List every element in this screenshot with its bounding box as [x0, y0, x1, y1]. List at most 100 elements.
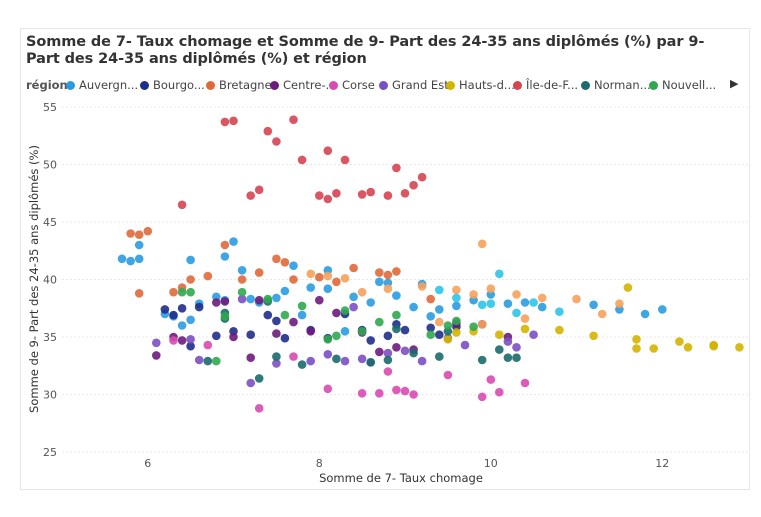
scatter-point[interactable] [272, 137, 281, 146]
scatter-point[interactable] [229, 116, 238, 126]
scatter-point[interactable] [383, 284, 393, 294]
scatter-point[interactable] [254, 404, 264, 413]
scatter-point[interactable] [640, 309, 650, 319]
scatter-point[interactable] [469, 322, 478, 332]
scatter-point[interactable] [400, 189, 410, 198]
scatter-point[interactable] [203, 356, 213, 366]
scatter-point[interactable] [495, 269, 504, 279]
scatter-point[interactable] [272, 359, 281, 368]
scatter-point[interactable] [263, 126, 273, 136]
scatter-point[interactable] [306, 283, 316, 292]
scatter-point[interactable] [520, 378, 530, 388]
scatter-point[interactable] [315, 272, 324, 282]
scatter-point[interactable] [477, 300, 487, 310]
scatter-point[interactable] [126, 229, 135, 238]
scatter-point[interactable] [143, 226, 153, 236]
scatter-point[interactable] [495, 330, 504, 340]
scatter-point[interactable] [306, 327, 316, 336]
scatter-point[interactable] [366, 187, 376, 197]
scatter-point[interactable] [375, 317, 384, 327]
scatter-point[interactable] [254, 268, 264, 277]
scatter-point[interactable] [589, 300, 598, 310]
scatter-point[interactable] [315, 191, 324, 200]
scatter-point[interactable] [280, 286, 290, 296]
scatter-point[interactable] [357, 354, 367, 364]
legend-item-centre[interactable]: Centre-... [270, 78, 337, 92]
scatter-point[interactable] [220, 240, 230, 250]
scatter-point[interactable] [280, 310, 290, 320]
scatter-point[interactable] [520, 314, 530, 323]
scatter-point[interactable] [289, 261, 298, 271]
scatter-point[interactable] [280, 333, 290, 343]
scatter-point[interactable] [332, 277, 341, 287]
scatter-point[interactable] [297, 360, 307, 369]
scatter-point[interactable] [152, 351, 161, 360]
scatter-point[interactable] [520, 298, 530, 307]
scatter-point[interactable] [409, 180, 418, 190]
scatter-point[interactable] [177, 200, 187, 210]
scatter-point[interactable] [177, 287, 187, 297]
scatter-point[interactable] [512, 353, 521, 363]
scatter-point[interactable] [589, 331, 598, 341]
scatter-point[interactable] [735, 343, 744, 352]
scatter-point[interactable] [529, 298, 538, 307]
scatter-point[interactable] [366, 298, 376, 307]
scatter-point[interactable] [375, 389, 384, 398]
scatter-point[interactable] [272, 352, 281, 361]
scatter-point[interactable] [435, 285, 444, 295]
scatter-point[interactable] [323, 384, 333, 394]
scatter-point[interactable] [254, 295, 264, 305]
scatter-point[interactable] [520, 324, 530, 334]
scatter-point[interactable] [169, 287, 178, 297]
scatter-point[interactable] [272, 329, 281, 338]
scatter-point[interactable] [366, 358, 376, 367]
scatter-point[interactable] [486, 284, 496, 294]
scatter-point[interactable] [169, 310, 178, 320]
scatter-point[interactable] [237, 275, 247, 284]
scatter-point[interactable] [537, 293, 547, 303]
scatter-point[interactable] [452, 285, 461, 295]
scatter-point[interactable] [383, 355, 393, 365]
scatter-point[interactable] [435, 352, 444, 361]
scatter-point[interactable] [186, 287, 195, 297]
scatter-point[interactable] [289, 352, 298, 361]
scatter-point[interactable] [452, 328, 461, 337]
scatter-point[interactable] [512, 308, 521, 318]
scatter-point[interactable] [503, 299, 513, 309]
scatter-point[interactable] [246, 353, 255, 363]
scatter-point[interactable] [357, 287, 367, 297]
legend-item-grand-est[interactable]: Grand Est [379, 78, 449, 92]
legend-item-normandie[interactable]: Norman... [581, 78, 651, 92]
scatter-point[interactable] [272, 254, 281, 264]
scatter-point[interactable] [683, 343, 693, 352]
scatter-point[interactable] [383, 331, 393, 341]
scatter-point[interactable] [332, 331, 341, 341]
scatter-point[interactable] [254, 374, 264, 383]
scatter-point[interactable] [709, 341, 718, 351]
scatter-point[interactable] [186, 275, 195, 284]
scatter-point[interactable] [246, 378, 255, 388]
scatter-point[interactable] [126, 256, 135, 266]
scatter-point[interactable] [297, 301, 307, 311]
scatter-point[interactable] [392, 324, 401, 334]
scatter-point[interactable] [392, 310, 401, 320]
scatter-point[interactable] [460, 340, 470, 350]
legend-item-nouvelle-aquitaine[interactable]: Nouvell... [649, 78, 716, 92]
scatter-point[interactable] [623, 283, 633, 292]
scatter-point[interactable] [203, 340, 213, 350]
scatter-point[interactable] [409, 390, 418, 399]
scatter-point[interactable] [503, 337, 513, 346]
scatter-point[interactable] [495, 387, 504, 397]
scatter-point[interactable] [194, 355, 204, 365]
scatter-point[interactable] [220, 297, 230, 306]
scatter-point[interactable] [503, 353, 513, 363]
scatter-point[interactable] [375, 277, 384, 287]
scatter-point[interactable] [615, 299, 624, 309]
scatter-point[interactable] [452, 293, 461, 303]
caret-right-icon[interactable]: ▶ [730, 77, 739, 90]
scatter-point[interactable] [332, 308, 341, 318]
scatter-point[interactable] [134, 230, 144, 239]
scatter-point[interactable] [315, 295, 324, 305]
scatter-point[interactable] [186, 315, 195, 325]
scatter-point[interactable] [323, 350, 333, 359]
